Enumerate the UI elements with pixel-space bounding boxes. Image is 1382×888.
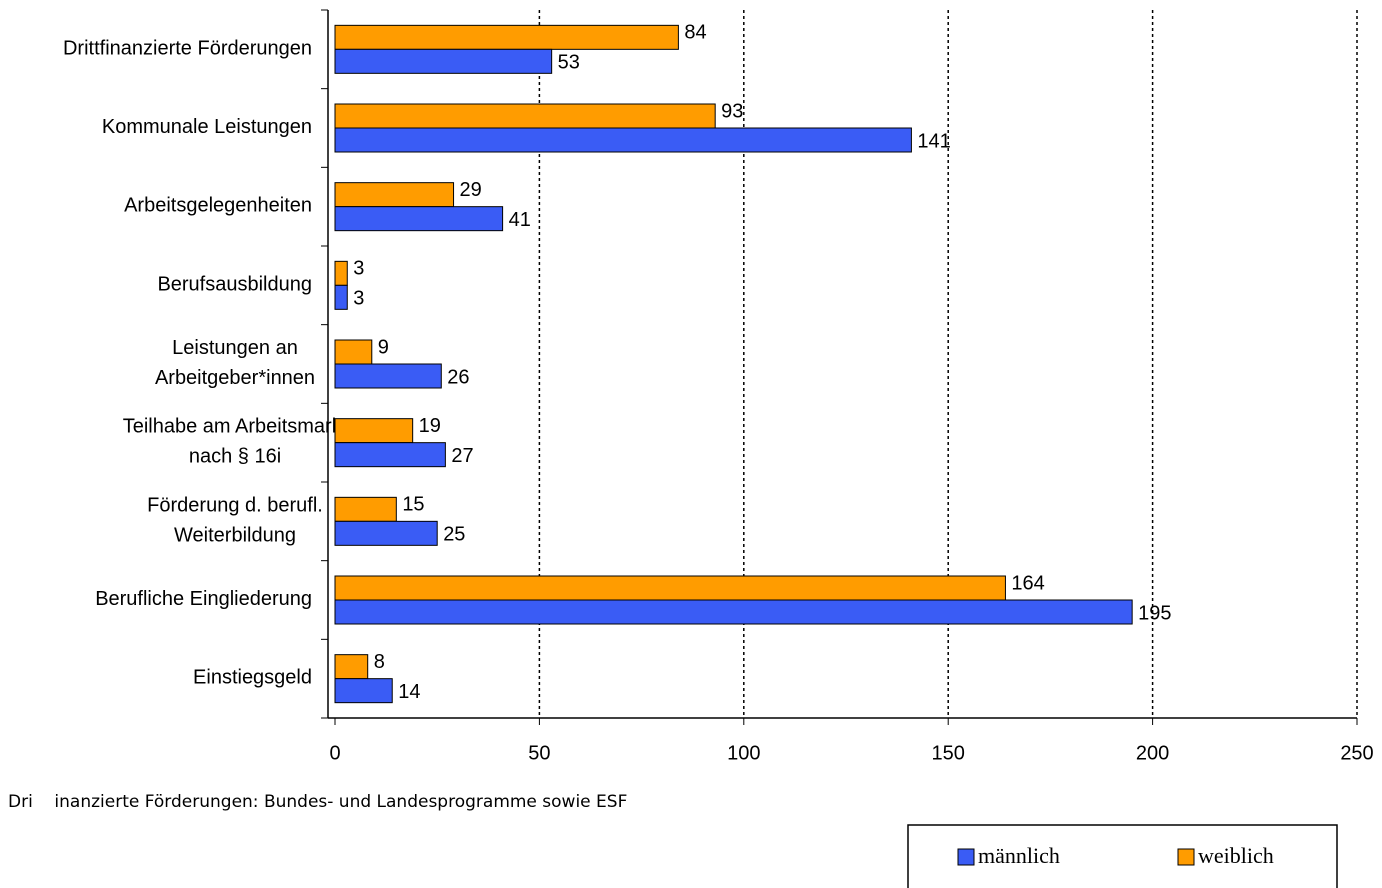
legend-box <box>907 824 1338 888</box>
value-label: 53 <box>558 52 580 74</box>
bar <box>334 103 716 129</box>
legend-label: männlich <box>978 843 1060 868</box>
bar <box>334 339 373 365</box>
x-tick-label: 100 <box>727 742 760 764</box>
label-line: Drittfinanzierte Förderungen <box>63 38 312 60</box>
value-label: 195 <box>1138 602 1171 624</box>
value-label: 164 <box>1011 572 1044 594</box>
bar <box>334 678 393 704</box>
value-label: 25 <box>443 524 465 546</box>
label-line: Arbeitgeber*innen <box>155 367 315 389</box>
footnote: Dri inanzierte Förderungen: Bundes- und … <box>8 792 627 812</box>
bar <box>334 48 553 74</box>
label-line: Förderung d. berufl. <box>147 495 323 517</box>
label-line: Einstiegsgeld <box>193 667 312 689</box>
y-tick-label: Arbeitsgelegenheiten <box>124 195 312 217</box>
bar <box>334 496 397 522</box>
value-label: 84 <box>684 22 706 44</box>
bar <box>334 24 679 50</box>
bar <box>334 363 442 389</box>
value-label: 9 <box>378 336 389 358</box>
legend-label: weiblich <box>1198 843 1274 868</box>
bar <box>334 599 1133 625</box>
bar <box>334 284 348 310</box>
y-tick-label: Berufliche Eingliederung <box>95 588 312 610</box>
value-label: 93 <box>721 100 743 122</box>
value-label: 29 <box>460 179 482 201</box>
x-tick-label: 150 <box>932 742 965 764</box>
y-tick-label: Leistungen an Arbeitgeber*innen <box>155 337 315 389</box>
value-label: 3 <box>353 288 364 310</box>
y-tick-label: Einstiegsgeld <box>193 667 312 689</box>
bar <box>334 575 1006 601</box>
bar <box>334 654 369 680</box>
legend-swatch <box>1177 848 1195 866</box>
x-tick-label: 200 <box>1136 742 1169 764</box>
label-line: Berufliche Eingliederung <box>95 588 312 610</box>
y-tick-label: Berufsausbildung <box>157 274 312 296</box>
x-tick-label: 50 <box>528 742 550 764</box>
value-label: 8 <box>374 651 385 673</box>
value-label: 15 <box>402 494 424 516</box>
label-line: Kommunale Leistungen <box>102 116 312 138</box>
value-label: 19 <box>419 415 441 437</box>
value-label: 41 <box>509 209 531 231</box>
bar <box>334 442 446 468</box>
label-line: nach § 16i <box>189 446 281 468</box>
bar <box>334 182 455 208</box>
value-label: 141 <box>917 130 950 152</box>
value-label: 27 <box>451 445 473 467</box>
label-line: Teilhabe am Arbeitsmarkt <box>123 416 348 438</box>
y-tick-label: Förderung d. berufl. Weiterbildung <box>147 495 323 547</box>
label-line: Weiterbildung <box>174 525 296 547</box>
label-line: Arbeitsgelegenheiten <box>124 195 312 217</box>
bar <box>334 260 348 286</box>
y-tick-label: Teilhabe am Arbeitsmarkt nach § 16i <box>123 416 348 468</box>
x-tick-label: 250 <box>1340 742 1373 764</box>
y-tick-label: Drittfinanzierte Förderungen <box>63 38 312 60</box>
label-line: Leistungen an <box>172 337 298 359</box>
legend-swatch <box>957 848 975 866</box>
bar <box>334 418 414 444</box>
label-line: Berufsausbildung <box>157 274 312 296</box>
y-tick-label: Kommunale Leistungen <box>102 116 312 138</box>
bar <box>334 206 504 232</box>
bar <box>334 127 912 153</box>
value-label: 26 <box>447 366 469 388</box>
bar <box>334 520 438 546</box>
value-label: 3 <box>353 258 364 280</box>
x-tick-label: 0 <box>329 742 340 764</box>
value-label: 14 <box>398 681 420 703</box>
